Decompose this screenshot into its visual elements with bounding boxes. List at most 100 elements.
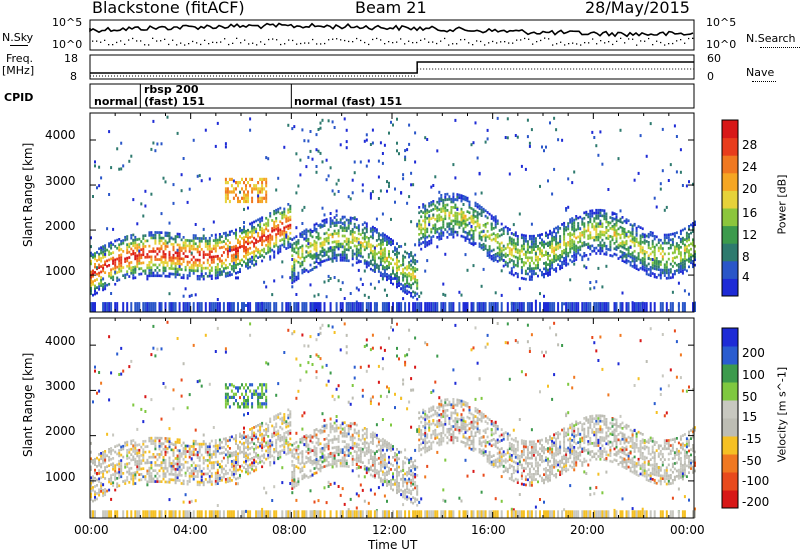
- power-speck: [285, 235, 288, 239]
- velocity-cell: [138, 459, 141, 463]
- velocity-cell: [164, 480, 167, 484]
- power-cell: [675, 247, 678, 251]
- power-cell: [512, 238, 515, 242]
- power-cell: [90, 281, 92, 285]
- power-ground: [154, 302, 157, 312]
- velocity-speck: [176, 337, 179, 340]
- power-speck: [547, 179, 549, 183]
- velocity-cell: [220, 468, 223, 471]
- power-speck: [619, 209, 622, 213]
- power-cell: [261, 199, 264, 204]
- power-speck: [239, 190, 241, 194]
- power-cell: [478, 226, 481, 229]
- power-cell: [508, 228, 511, 231]
- velocity-cell: [162, 477, 165, 481]
- power-cell: [202, 253, 205, 257]
- power-cell: [319, 244, 322, 248]
- power-cell: [136, 254, 139, 258]
- nsearch-point: [532, 43, 534, 45]
- power-cell: [420, 226, 423, 229]
- power-cell: [647, 262, 650, 266]
- velocity-cell: [90, 465, 92, 469]
- power-cell: [589, 220, 592, 224]
- velocity-cell: [232, 475, 235, 479]
- power-cell: [516, 272, 519, 276]
- velocity-cell: [255, 425, 258, 428]
- power-speck: [526, 135, 529, 139]
- power-cell: [643, 258, 646, 261]
- power-cell: [432, 216, 435, 219]
- power-cell: [164, 242, 167, 245]
- velocity-cell: [212, 466, 215, 470]
- velocity-cell: [182, 452, 185, 456]
- power-cell: [520, 247, 523, 250]
- power-cell: [587, 226, 590, 230]
- power-cell: [104, 282, 107, 285]
- top-strip-panels: [89, 19, 695, 109]
- velocity-cell: [196, 475, 199, 478]
- power-cell: [677, 236, 680, 239]
- power-cell: [386, 240, 388, 244]
- power-cell: [575, 236, 578, 240]
- power-cell: [357, 254, 360, 257]
- power-cell: [555, 234, 558, 238]
- velocity-cell: [253, 389, 256, 393]
- power-cell: [545, 269, 547, 273]
- power-speck: [456, 207, 459, 211]
- power-cell: [394, 246, 396, 249]
- power-cell: [404, 274, 407, 278]
- velocity-ground: [102, 510, 105, 518]
- velocity-cell: [188, 477, 191, 481]
- power-cell: [647, 241, 650, 244]
- power-cell: [110, 257, 113, 261]
- power-cell: [134, 241, 137, 244]
- power-cell: [428, 242, 431, 246]
- power-cell: [522, 234, 525, 237]
- power-cell: [390, 238, 392, 241]
- power-ground: [530, 302, 533, 312]
- power-cell: [675, 255, 678, 259]
- power-cell: [228, 230, 231, 234]
- power-cell: [430, 241, 433, 245]
- velocity-cell: [158, 455, 161, 459]
- power-cell: [281, 214, 284, 217]
- power-speck: [150, 147, 153, 151]
- velocity-cell: [92, 480, 94, 484]
- power-cell: [500, 252, 503, 256]
- power-cell: [418, 227, 421, 231]
- power-cell: [446, 209, 449, 212]
- velocity-cell: [200, 469, 203, 473]
- power-cell: [438, 213, 441, 217]
- power-cell: [154, 263, 157, 267]
- power-cell: [239, 259, 241, 263]
- velocity-cell: [96, 456, 98, 460]
- velocity-cell: [230, 470, 233, 474]
- power-cell: [677, 268, 680, 272]
- velocity-cell: [210, 453, 213, 456]
- power-cell: [251, 177, 254, 181]
- power-speck: [331, 259, 334, 263]
- power-speck: [329, 246, 332, 250]
- power-cell: [446, 198, 449, 201]
- power-cell: [462, 197, 465, 201]
- power-cell: [110, 273, 113, 277]
- power-cell: [492, 254, 495, 257]
- velocity-cell: [257, 453, 260, 457]
- power-cell: [118, 254, 121, 257]
- power-cell: [486, 230, 489, 233]
- power-cell: [130, 247, 133, 251]
- power-cell: [192, 247, 195, 251]
- power-cell: [112, 243, 115, 246]
- power-ground: [293, 302, 296, 312]
- velocity-cell: [226, 458, 229, 462]
- power-speck: [120, 141, 123, 145]
- velocity-cell: [132, 471, 135, 475]
- power-cell: [118, 248, 121, 252]
- power-cell: [681, 269, 684, 272]
- velocity-cell: [253, 458, 256, 462]
- power-cell: [245, 232, 247, 236]
- power-cell: [331, 257, 334, 260]
- velocity-ground: [148, 510, 151, 518]
- power-ground: [434, 302, 437, 312]
- power-cell: [482, 245, 485, 249]
